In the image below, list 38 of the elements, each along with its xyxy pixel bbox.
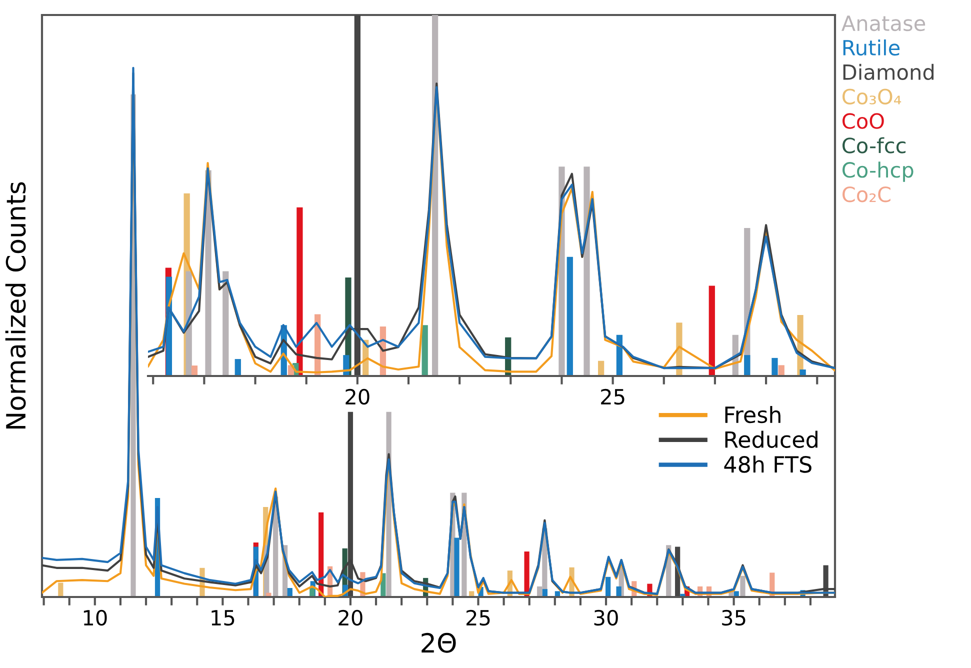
x-tick-label: 20 [338, 610, 362, 626]
bar [772, 358, 778, 376]
bar [740, 576, 746, 597]
text: Diamond [843, 64, 934, 80]
bar [598, 360, 604, 376]
bar [708, 286, 715, 376]
y-axis-title: Normalized Counts [5, 182, 26, 428]
text: Co₃O₄ [842, 88, 902, 104]
bar [566, 256, 573, 376]
x-tick-label: 15 [212, 610, 234, 626]
legend-label: Fresh [725, 406, 780, 424]
x-tick-label: 25 [601, 388, 624, 405]
text: Rutile [843, 39, 900, 56]
x-tick-label: 25 [466, 610, 490, 626]
bar [296, 207, 303, 376]
x-tick-label: 30 [594, 610, 618, 626]
text: Anatase [842, 16, 926, 32]
bar [606, 576, 611, 597]
bar [234, 359, 241, 376]
text: Co-hcp [842, 162, 914, 182]
bar [616, 586, 622, 597]
text: Co₂C [842, 186, 890, 202]
bar [222, 271, 229, 376]
x-tick-label: 20 [346, 388, 370, 405]
text: CoO [842, 113, 884, 129]
legend-label: 48h FTS [724, 456, 812, 473]
bar [454, 538, 460, 597]
bar [524, 552, 530, 597]
legend-label: Reduced [725, 430, 818, 448]
bar [744, 355, 750, 376]
text: Co-fcc [842, 137, 906, 154]
bar [778, 365, 784, 376]
x-axis-title: 2Θ [422, 632, 456, 653]
x-tick-label: 35 [722, 610, 746, 626]
x-tick-label: 10 [84, 610, 107, 626]
bar [422, 325, 428, 376]
bar [58, 582, 64, 597]
bar [584, 166, 590, 376]
